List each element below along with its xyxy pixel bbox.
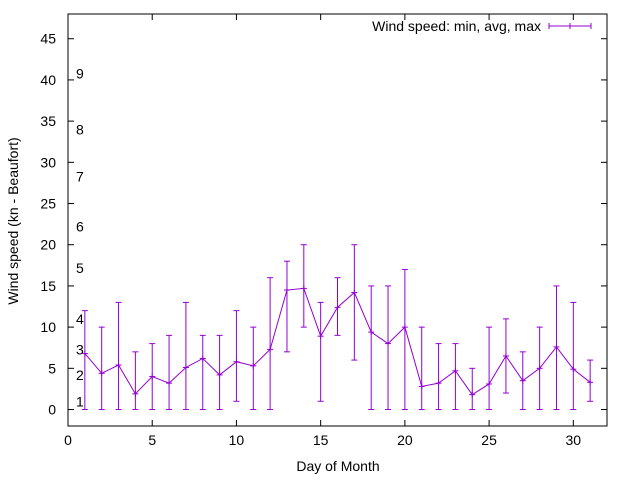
beaufort-label: 9 xyxy=(76,65,84,81)
y-axis-label: Wind speed (kn - Beaufort) xyxy=(5,137,21,304)
y-tick-label: 30 xyxy=(40,154,56,170)
x-tick-label: 15 xyxy=(313,432,329,448)
y-tick-label: 5 xyxy=(48,360,56,376)
legend: Wind speed: min, avg, max xyxy=(372,18,592,34)
beaufort-label: 7 xyxy=(76,168,84,184)
x-tick-label: 25 xyxy=(481,432,497,448)
y-tick-label: 15 xyxy=(40,278,56,294)
y-tick-label: 10 xyxy=(40,319,56,335)
x-tick-label: 10 xyxy=(229,432,245,448)
beaufort-label: 3 xyxy=(76,341,84,357)
beaufort-label: 5 xyxy=(76,260,84,276)
x-tick-label: 30 xyxy=(566,432,582,448)
beaufort-label: 2 xyxy=(76,367,84,383)
x-axis-label: Day of Month xyxy=(296,458,379,474)
beaufort-label: 1 xyxy=(76,393,84,409)
y-tick-label: 45 xyxy=(40,31,56,47)
y-tick-label: 20 xyxy=(40,237,56,253)
legend-sample xyxy=(548,23,592,29)
avg-points xyxy=(81,285,594,398)
y-tick-label: 25 xyxy=(40,196,56,212)
beaufort-scale-labels: 1 2 3 4 5 6 7 8 9 xyxy=(76,65,84,409)
x-tick-label: 5 xyxy=(148,432,156,448)
y-tick-label: 35 xyxy=(40,113,56,129)
x-tick-label: 20 xyxy=(397,432,413,448)
y-tick-label: 0 xyxy=(48,402,56,418)
x-tick-label: 0 xyxy=(64,432,72,448)
beaufort-label: 4 xyxy=(76,311,84,327)
beaufort-label: 8 xyxy=(76,121,84,137)
plot-border xyxy=(67,13,608,427)
error-bars xyxy=(81,244,594,411)
y-tick-label: 40 xyxy=(40,72,56,88)
legend-label: Wind speed: min, avg, max xyxy=(372,18,541,34)
beaufort-label: 6 xyxy=(76,219,84,235)
